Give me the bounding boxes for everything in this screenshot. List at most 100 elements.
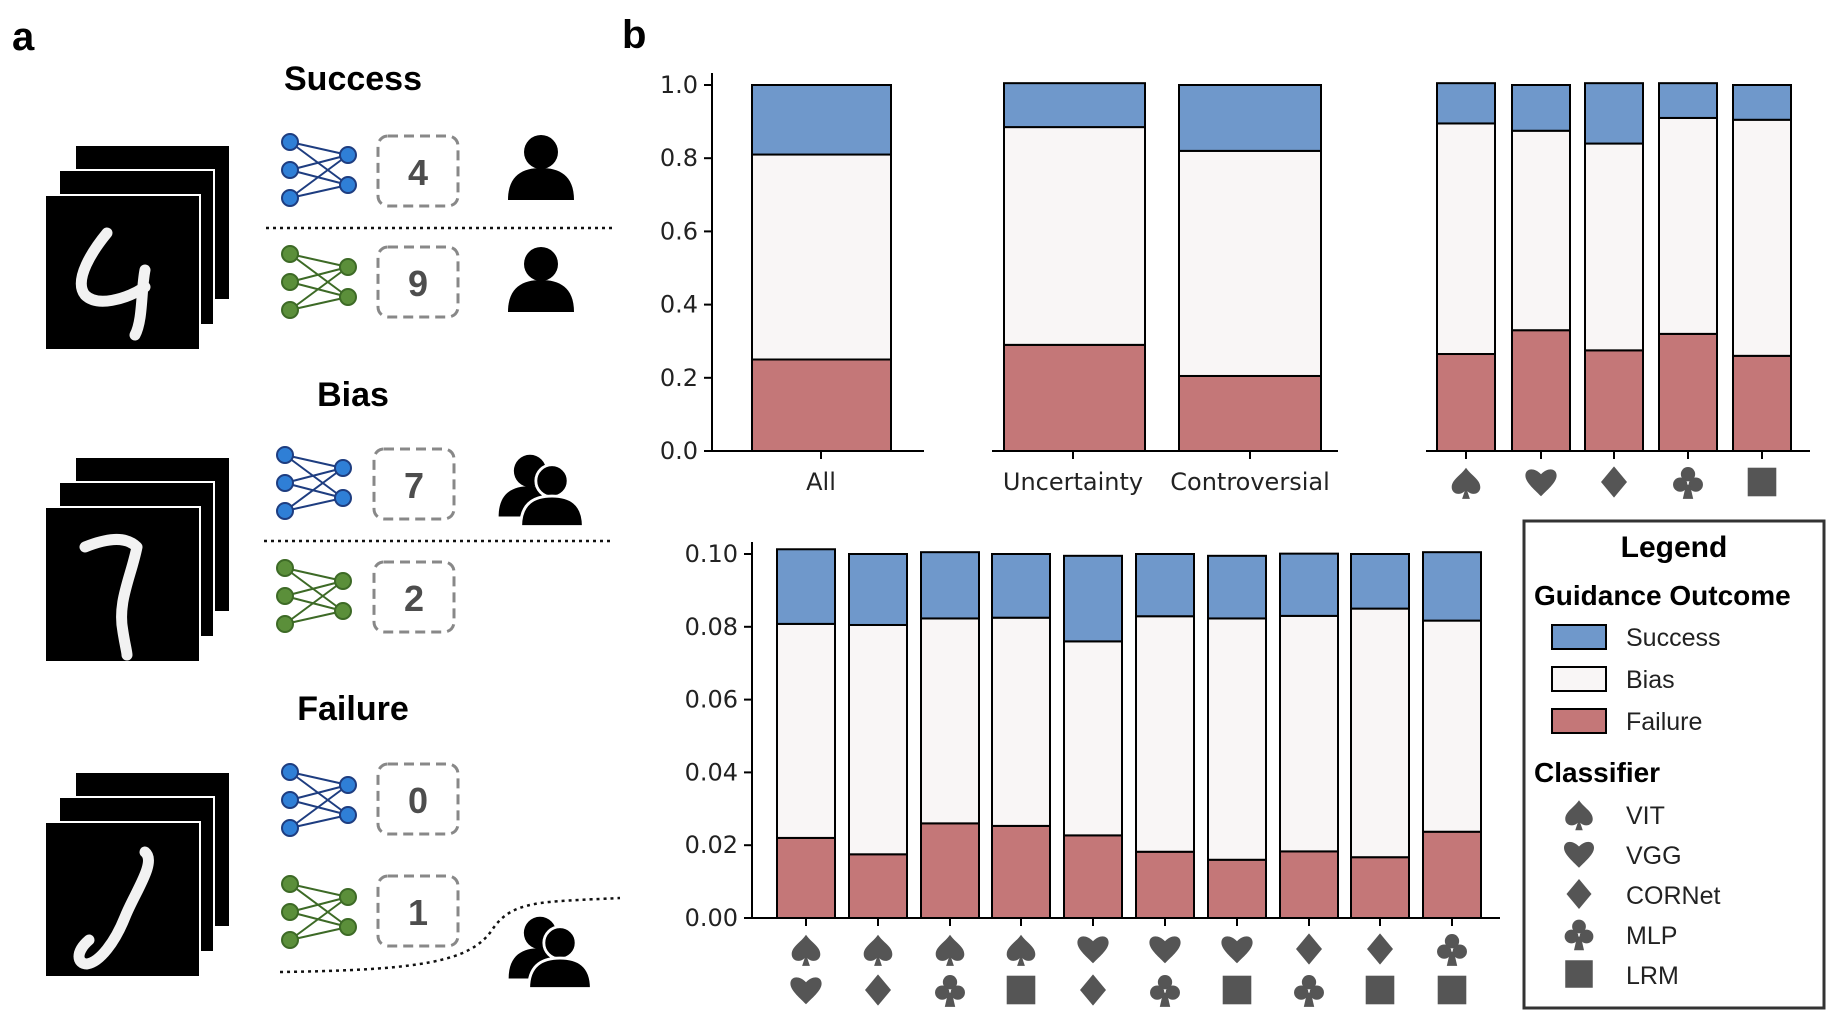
network-node [276, 474, 294, 492]
spade-icon [863, 934, 893, 966]
bar-bias [1422, 619, 1482, 833]
bar-failure [1732, 354, 1792, 452]
legend-swatch-failure [1551, 708, 1607, 734]
y-tick-label: 0.00 [685, 904, 738, 932]
network-node [334, 489, 352, 507]
handwritten-digit [79, 534, 143, 661]
success-bottom-digit: 9 [408, 263, 428, 304]
bar-bias [1350, 607, 1410, 859]
heart-icon [1221, 936, 1253, 964]
network-node [281, 161, 299, 179]
network-node [334, 459, 352, 477]
network-node [339, 918, 357, 936]
bar-failure [1422, 830, 1482, 919]
heart-icon [1564, 841, 1594, 868]
bar-success [1422, 551, 1482, 622]
bias-top-digit: 7 [404, 465, 424, 506]
bar-failure [1511, 329, 1571, 452]
spade-icon [791, 934, 821, 966]
success-top-digit: 4 [408, 152, 428, 193]
y-tick-label: 0.02 [685, 831, 738, 859]
network-node [339, 176, 357, 194]
bar-success [1584, 82, 1644, 145]
bar-success [1436, 82, 1496, 125]
bar-bias [1063, 640, 1123, 837]
bar-bias [1279, 614, 1339, 853]
network-node [276, 502, 294, 520]
bar-failure [1436, 353, 1496, 453]
spade-icon [1565, 800, 1593, 831]
neural-network-icon [281, 245, 357, 319]
bar-success [848, 553, 908, 626]
network-node [281, 875, 299, 893]
legend-outcome-title: Guidance Outcome [1534, 580, 1791, 611]
legend-classifier-title: Classifier [1534, 757, 1660, 788]
person-icon [508, 135, 574, 200]
handwritten-digit [73, 846, 154, 970]
bar-bias [1178, 149, 1322, 377]
bar-bias [1584, 142, 1644, 352]
bar-failure [1658, 332, 1718, 453]
bar-success [1658, 82, 1718, 119]
bar-failure [848, 853, 908, 919]
legend-label-vit: VIT [1626, 802, 1665, 830]
bar-success [1003, 82, 1146, 129]
legend-label-mlp: MLP [1626, 922, 1677, 950]
legend-label-cornet: CORNet [1626, 882, 1721, 910]
diamond-icon [1566, 879, 1592, 909]
bar-failure [1584, 349, 1644, 453]
network-node [334, 602, 352, 620]
square-icon [1565, 960, 1593, 988]
square-icon [1437, 975, 1467, 1005]
diamond-icon [865, 974, 891, 1006]
bar-bias [1436, 122, 1496, 356]
bar-failure [920, 822, 980, 919]
bar-success [1207, 554, 1267, 620]
digit-box: 1 [376, 874, 460, 948]
neural-network-icon [276, 446, 352, 520]
neural-network-icon [276, 559, 352, 633]
spade-icon [1006, 934, 1036, 966]
network-node [339, 288, 357, 306]
bar-success [776, 548, 836, 625]
mnist-image-stack [44, 456, 231, 663]
mnist-image [44, 194, 201, 351]
panel-a-letter: a [12, 15, 35, 59]
network-node [334, 572, 352, 590]
bar-failure [1350, 856, 1410, 919]
bar-success [1350, 553, 1410, 610]
network-node [281, 273, 299, 291]
legend-swatch-success [1551, 624, 1607, 650]
bar-bias [776, 622, 836, 839]
stacked-bar-group [776, 548, 1482, 920]
y-tick-label: 0.10 [685, 540, 738, 568]
digit-box: 2 [372, 560, 456, 634]
person-icon [527, 925, 593, 990]
network-node [339, 146, 357, 164]
neural-network-icon [281, 875, 357, 949]
y-tick-label: 0.06 [685, 686, 738, 714]
network-node [339, 258, 357, 276]
neural-network-icon [281, 133, 357, 207]
network-node [276, 446, 294, 464]
digit-box: 0 [376, 762, 460, 836]
person-icon [508, 247, 574, 312]
bar-bias [848, 623, 908, 856]
network-node [281, 301, 299, 319]
bar-success [1063, 554, 1123, 643]
heart-icon [1149, 936, 1181, 964]
bar-failure [776, 836, 836, 919]
bar-success [1279, 552, 1339, 617]
bar-bias [751, 153, 892, 361]
club-icon [1294, 975, 1324, 1007]
network-node [276, 587, 294, 605]
y-tick-label: 1.0 [660, 71, 698, 99]
bar-failure [1178, 374, 1322, 452]
diamond-icon [1601, 466, 1627, 498]
club-icon [1150, 975, 1180, 1007]
stacked-bar-group [1436, 82, 1792, 453]
digit-box: 4 [376, 134, 460, 208]
bias-bottom-digit: 2 [404, 578, 424, 619]
chart-layer: 0.0 0.2 0.4 0.6 0.8 1.0 All Uncertainty Controve… [660, 71, 1810, 1007]
